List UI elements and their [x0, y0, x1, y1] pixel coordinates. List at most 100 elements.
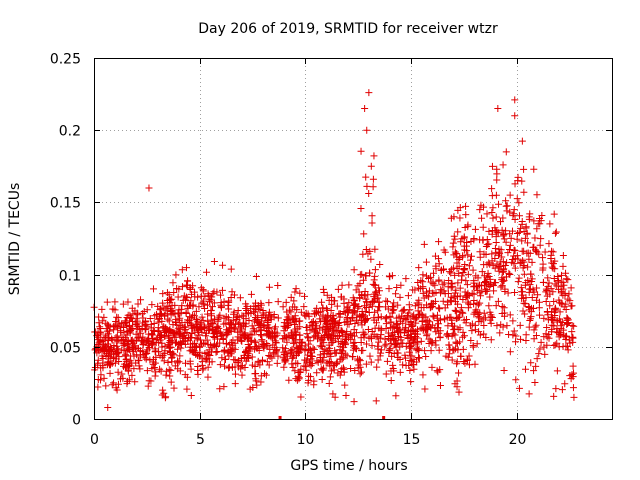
data-point	[295, 342, 303, 350]
data-point	[473, 340, 481, 348]
data-point	[362, 272, 370, 280]
data-point	[543, 307, 551, 315]
data-point	[399, 361, 407, 369]
data-point	[455, 388, 463, 396]
data-point	[418, 317, 426, 325]
data-point	[500, 277, 508, 285]
data-point	[225, 305, 233, 313]
data-point	[98, 305, 106, 313]
data-point	[499, 258, 507, 266]
data-point	[178, 283, 186, 291]
data-point	[113, 337, 121, 345]
data-point	[385, 285, 393, 293]
data-point	[458, 276, 466, 284]
data-point	[399, 306, 407, 314]
data-point	[186, 285, 194, 293]
data-point	[248, 331, 256, 339]
data-point	[347, 365, 355, 373]
data-point	[465, 352, 473, 360]
data-point	[435, 304, 443, 312]
data-point	[564, 276, 572, 284]
data-point	[533, 296, 541, 304]
data-point	[145, 344, 153, 352]
data-point	[172, 338, 180, 346]
data-point	[519, 288, 527, 296]
data-point	[259, 341, 267, 349]
data-point	[310, 381, 318, 389]
data-point	[131, 378, 139, 386]
data-point	[274, 298, 282, 306]
data-point	[328, 300, 336, 308]
data-point	[401, 354, 409, 362]
data-point	[451, 271, 459, 279]
data-point	[105, 322, 113, 330]
data-point	[471, 225, 479, 233]
data-point	[235, 320, 243, 328]
data-point	[289, 364, 297, 372]
data-point	[452, 286, 460, 294]
data-point	[504, 249, 512, 257]
data-point	[374, 314, 382, 322]
data-point	[511, 215, 519, 223]
data-point	[188, 329, 196, 337]
data-point	[512, 338, 520, 346]
data-point	[126, 361, 134, 369]
data-point	[551, 341, 559, 349]
data-point	[550, 210, 558, 218]
data-point	[252, 375, 260, 383]
data-point	[427, 300, 435, 308]
data-point	[183, 264, 191, 272]
data-point	[491, 224, 499, 232]
data-point	[488, 230, 496, 238]
data-point	[486, 293, 494, 301]
data-point	[189, 311, 197, 319]
data-point	[494, 105, 502, 113]
data-point	[500, 366, 508, 374]
data-point	[360, 230, 368, 238]
data-point	[502, 148, 510, 156]
data-point	[511, 112, 519, 120]
data-point	[289, 334, 297, 342]
data-point	[240, 331, 248, 339]
data-point	[506, 348, 514, 356]
data-point	[182, 281, 190, 289]
data-point	[327, 352, 335, 360]
data-point	[444, 322, 452, 330]
data-point	[318, 298, 326, 306]
data-point	[475, 314, 483, 322]
data-point	[264, 328, 272, 336]
data-point	[309, 321, 317, 329]
data-point	[479, 223, 487, 231]
data-point	[231, 380, 239, 388]
data-point	[328, 293, 336, 301]
y-axis-label: SRMTID / TECUs	[7, 183, 23, 296]
data-point	[270, 313, 278, 321]
data-point	[181, 335, 189, 343]
data-point	[492, 302, 500, 310]
data-point	[320, 364, 328, 372]
data-point	[404, 292, 412, 300]
data-point	[252, 306, 260, 314]
data-point	[428, 363, 436, 371]
data-point	[537, 217, 545, 225]
data-point	[166, 372, 174, 380]
data-point	[500, 235, 508, 243]
data-point	[402, 275, 410, 283]
data-point	[456, 292, 464, 300]
data-point	[371, 295, 379, 303]
data-point	[151, 345, 159, 353]
data-point	[175, 310, 183, 318]
data-point	[208, 358, 216, 366]
data-point	[402, 316, 410, 324]
x-tick-label: 5	[196, 432, 205, 448]
data-point	[367, 162, 375, 170]
data-point	[287, 349, 295, 357]
data-point	[371, 245, 379, 253]
data-point	[489, 204, 497, 212]
data-point	[555, 296, 563, 304]
data-point	[325, 379, 333, 387]
data-point	[108, 381, 116, 389]
data-point	[393, 314, 401, 322]
data-point	[532, 321, 540, 329]
data-point	[318, 375, 326, 383]
